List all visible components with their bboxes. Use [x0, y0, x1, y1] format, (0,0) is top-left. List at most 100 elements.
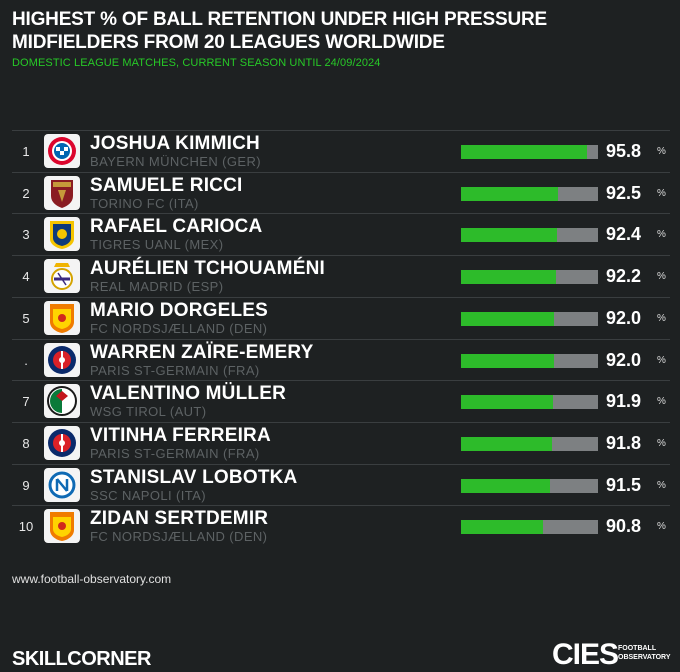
torino-crest-icon — [44, 175, 80, 210]
bar — [461, 353, 554, 368]
rank-number: 7 — [22, 394, 30, 410]
club-name: BAYERN MÜNCHEN (GER) — [90, 154, 261, 169]
unit-label: % — [657, 229, 666, 241]
unit-label: % — [657, 437, 666, 449]
chart-subtitle: DOMESTIC LEAGUE MATCHES, CURRENT SEASON … — [12, 57, 381, 69]
player-name: VALENTINO MÜLLER — [90, 383, 287, 405]
bar-track — [461, 270, 598, 285]
data-label: 92.0 — [606, 349, 642, 370]
bar — [461, 311, 554, 326]
bar — [461, 270, 556, 285]
unit-label: % — [657, 396, 666, 408]
rank-number: 5 — [22, 310, 30, 326]
player-name: VITINHA FERREIRA — [90, 424, 271, 446]
player-name: MARIO DORGELES — [90, 299, 269, 321]
bar-track — [461, 186, 598, 201]
data-label: 91.9 — [606, 391, 642, 412]
tigres-crest-icon — [44, 217, 80, 252]
cies-logo-sub-line-1: FOOTBALL — [618, 645, 657, 652]
cies-logo-word: CIES — [552, 638, 619, 671]
bar-track — [461, 228, 598, 243]
unit-label: % — [657, 271, 666, 283]
rank-number: . — [24, 352, 28, 368]
rank-number: 4 — [22, 269, 30, 285]
player-name: AURÉLIEN TCHOUAMÉNI — [90, 258, 325, 280]
nordsjaelland-crest-icon — [44, 300, 80, 335]
psg-crest-icon — [44, 342, 80, 377]
rank-number: 3 — [22, 227, 30, 243]
player-name: WARREN ZAÏRE-EMERY — [90, 341, 314, 363]
wsg-tirol-crest-icon — [44, 384, 80, 419]
napoli-crest-icon — [44, 467, 80, 502]
ranking-row: . WARREN ZAÏRE-EMERY PARIS ST-GERMAIN (FRA… — [12, 338, 670, 381]
rank-number: 1 — [22, 144, 30, 159]
bar — [461, 228, 557, 243]
club-name: SSC NAPOLI (ITA) — [90, 487, 206, 503]
player-name: STANISLAV LOBOTKA — [90, 466, 298, 488]
chart-header: HIGHEST % OF BALL RETENTION UNDER HIGH P… — [12, 8, 672, 69]
player-name: JOSHUA KIMMICH — [90, 133, 260, 154]
club-name: PARIS ST-GERMAIN (FRA) — [90, 362, 260, 378]
ranking-row: 7 VALENTINO MÜLLER WSG TIROL (AUT) 91.9% — [12, 380, 670, 422]
unit-label: % — [657, 312, 666, 324]
club-name: REAL MADRID (ESP) — [90, 279, 224, 295]
source-url: www.football-observatory.com — [12, 572, 172, 586]
data-label: 92.5 — [606, 182, 642, 203]
club-name: PARIS ST-GERMAIN (FRA) — [90, 445, 260, 461]
player-name: ZIDAN SERTDEMIR — [90, 508, 269, 530]
nordsjaelland-crest-icon — [44, 509, 80, 544]
bar-track — [461, 395, 598, 410]
ranking-row: 8 VITINHA FERREIRA PARIS ST-GERMAIN (FRA) 9… — [12, 421, 670, 464]
psg-crest-icon — [44, 425, 80, 460]
rank-number: 10 — [18, 519, 34, 535]
bar — [461, 478, 550, 493]
bar — [461, 186, 558, 201]
player-name: SAMUELE RICCI — [90, 174, 243, 196]
data-label: 92.0 — [606, 307, 642, 328]
bar-track — [461, 145, 598, 159]
data-label: 95.8 — [606, 141, 642, 161]
data-label: 92.2 — [606, 266, 642, 287]
bar-track — [461, 436, 598, 451]
ranking-row: 9 STANISLAV LOBOTKA SSC NAPOLI (ITA) 91.5% — [12, 463, 670, 506]
club-name: FC NORDSJÆLLAND (DEN) — [90, 320, 268, 336]
bar — [461, 520, 543, 535]
chart-title-line-1: HIGHEST % OF BALL RETENTION UNDER HIGH P… — [12, 9, 547, 30]
data-label: 90.8 — [606, 516, 642, 537]
cies-logo: CIES FOOTBALL OBSERVATORY — [552, 638, 672, 671]
cies-logo-sub-line-2: OBSERVATORY — [618, 654, 671, 661]
bayern-munchen-crest-icon — [44, 134, 80, 168]
bar-track — [461, 478, 598, 493]
real-madrid-crest-icon — [44, 259, 80, 294]
ranking-row: 4 AURÉLIEN TCHOUAMÉNI REAL MADRID (ESP) 92.… — [12, 255, 670, 297]
unit-label: % — [657, 146, 666, 157]
unit-label: % — [657, 187, 666, 199]
bar — [461, 395, 553, 410]
ranking-row: 2 SAMUELE RICCI TORINO FC (ITA) 92.5% — [12, 171, 670, 214]
club-name: TORINO FC (ITA) — [90, 195, 199, 211]
unit-label: % — [657, 354, 666, 366]
ranking-row: 10 ZIDAN SERTDEMIR FC NORDSJÆLLAND (DEN) 90… — [12, 505, 670, 547]
rank-number: 9 — [22, 477, 30, 493]
data-label: 91.8 — [606, 432, 642, 453]
bar-track — [461, 520, 598, 535]
player-name: RAFAEL CARIOCA — [90, 216, 263, 238]
bar-track — [461, 311, 598, 326]
bar — [461, 145, 587, 159]
club-name: WSG TIROL (AUT) — [90, 404, 207, 420]
ranking-row: 1 JOSHUA KIMMICH BAYERN MÜNCHEN (GER) 95.8% — [12, 130, 670, 172]
data-label: 92.4 — [606, 224, 642, 245]
skillcorner-logo: SKILLCORNER — [12, 648, 151, 670]
unit-label: % — [657, 479, 666, 491]
chart-title-line-2: MIDFIELDERS FROM 20 LEAGUES WORLDWIDE — [12, 32, 445, 53]
bar-track — [461, 353, 598, 368]
rank-number: 2 — [22, 185, 30, 201]
data-label: 91.5 — [606, 474, 642, 495]
ranking-row: 3 RAFAEL CARIOCA TIGRES UANL (MEX) 92.4% — [12, 213, 670, 255]
ranking-row: 5 MARIO DORGELES FC NORDSJÆLLAND (DEN) 92.0… — [12, 296, 670, 339]
club-name: FC NORDSJÆLLAND (DEN) — [90, 529, 268, 545]
unit-label: % — [657, 521, 666, 533]
club-name: TIGRES UANL (MEX) — [90, 237, 224, 253]
cies-logo-subtitle: FOOTBALL OBSERVATORY — [618, 644, 678, 662]
bar — [461, 436, 552, 451]
